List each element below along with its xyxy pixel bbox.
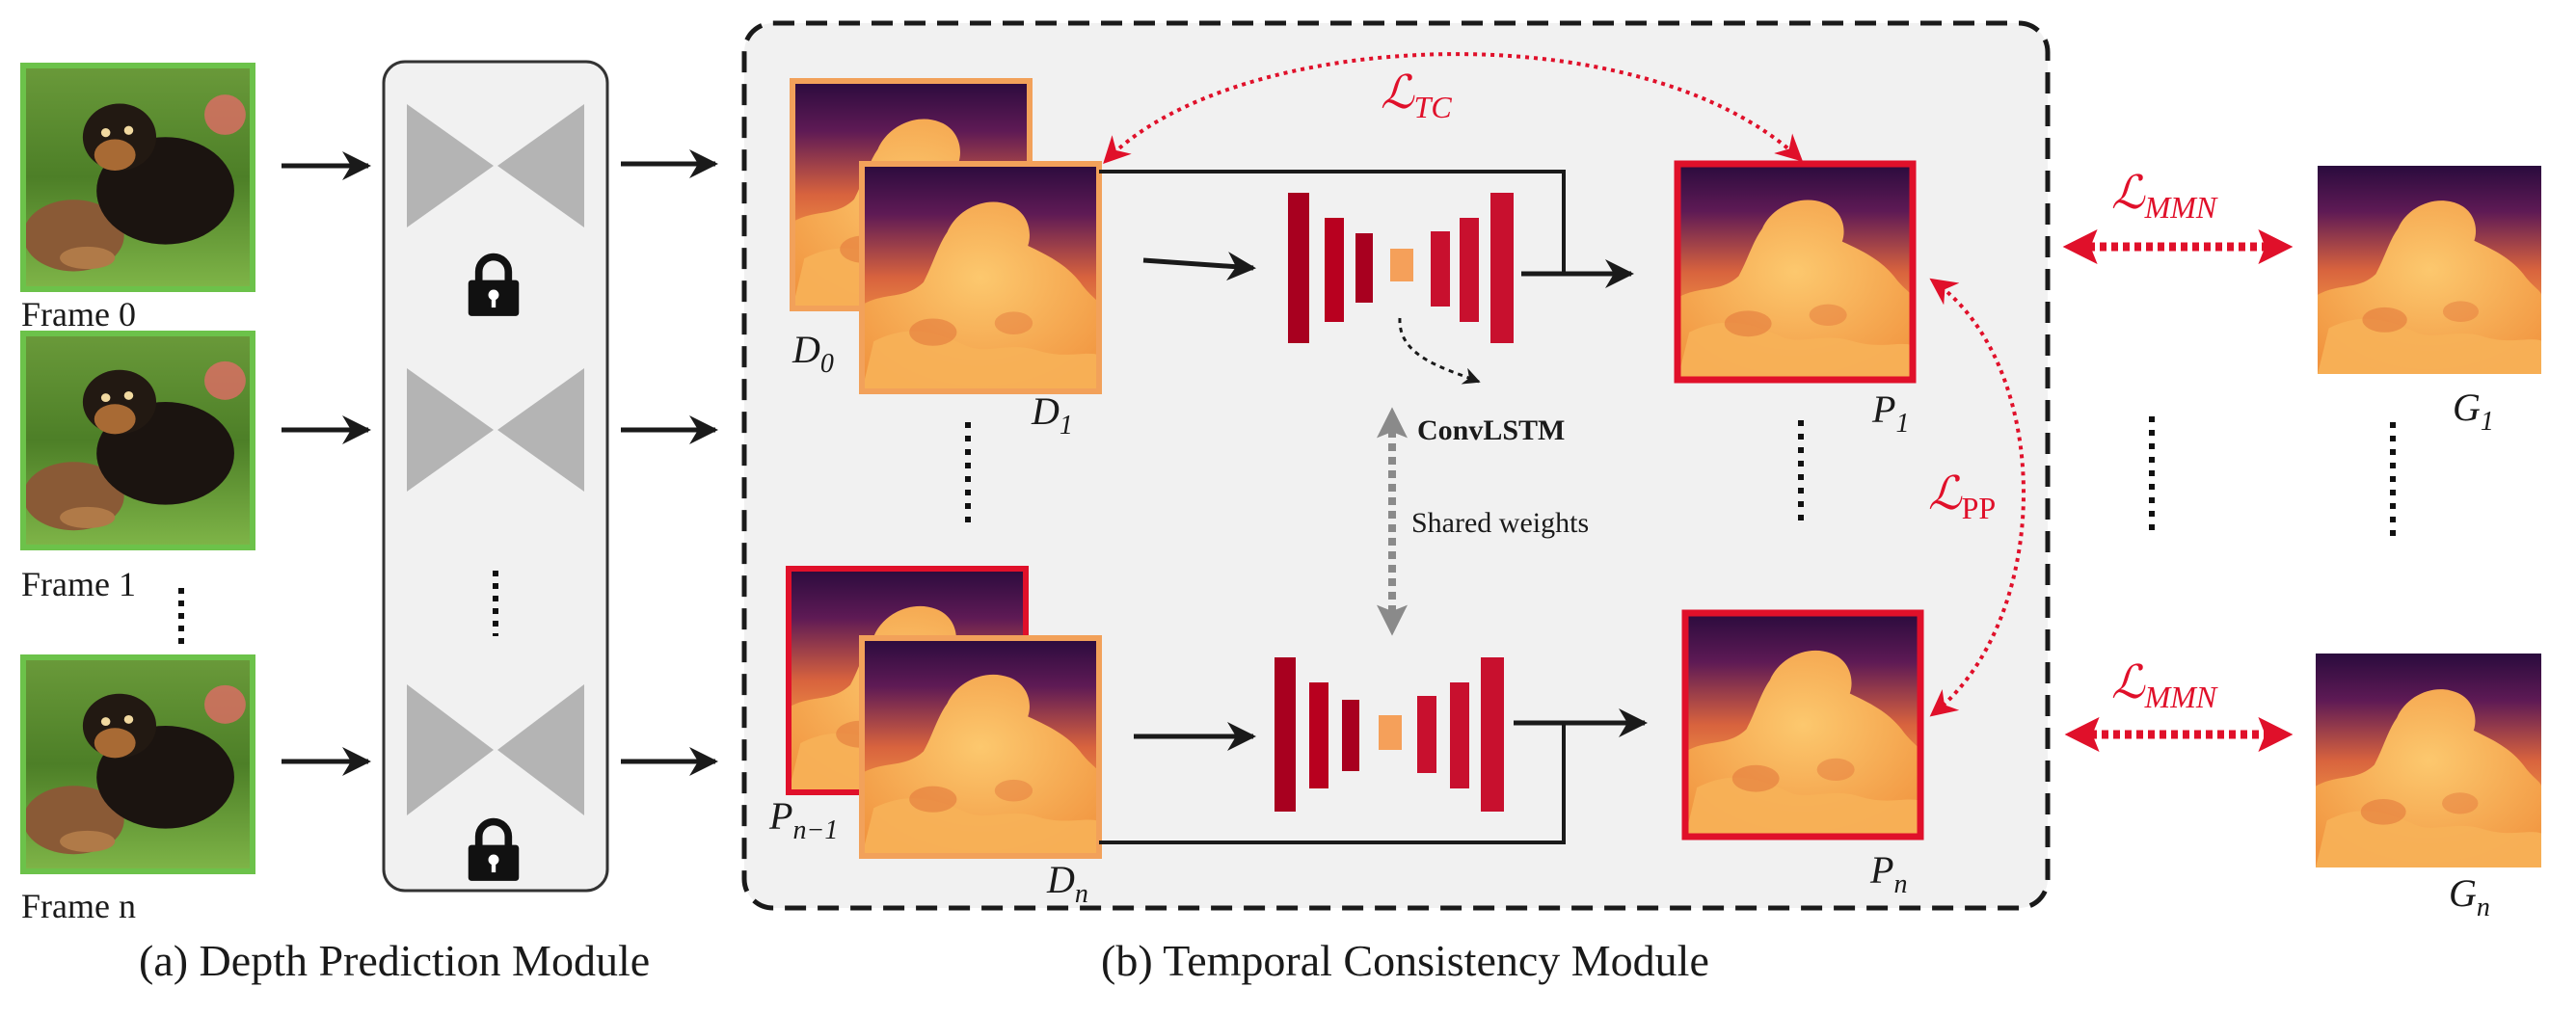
loss-mmn-top-label: ℒMMN (2111, 168, 2218, 225)
loss-tc-arrow (1103, 52, 1804, 165)
arrow-inputs-to-net-top (1142, 252, 1256, 281)
depth-dn (859, 635, 1102, 859)
frame-n-label: Frame n (21, 887, 136, 925)
label-dn: Dn (1046, 858, 1088, 909)
ground-truth-g1 (2318, 166, 2541, 374)
convlstm-label: ConvLSTM (1417, 414, 1565, 446)
pred-pn (1681, 609, 1924, 841)
label-d0: D0 (792, 328, 834, 379)
convlstm-network-bottom (1275, 657, 1504, 812)
bowtie-encoder-1 (407, 368, 584, 492)
loss-mmn-bottom-label: ℒMMN (2111, 657, 2218, 714)
label-d1: D1 (1031, 389, 1073, 440)
pred-p1 (1674, 160, 1917, 384)
label-p1: P1 (1871, 387, 1909, 439)
label-g1: G1 (2453, 386, 2494, 437)
caption-temporal-module: (b) Temporal Consistency Module (1101, 936, 1709, 985)
frame-0-label: Frame 0 (21, 295, 136, 334)
loss-pp-label: ℒPP (1928, 468, 1996, 525)
depth-d1 (859, 161, 1102, 394)
convlstm-network-top (1288, 193, 1514, 343)
bowtie-encoder-0 (407, 104, 584, 227)
frame-1 (20, 331, 255, 550)
depth-network-panel (382, 60, 609, 893)
caption-depth-module: (a) Depth Prediction Module (139, 936, 650, 985)
convlstm-pointer (1398, 317, 1481, 385)
label-pn-minus-1: Pn−1 (768, 794, 838, 845)
skip-connection-top (1099, 170, 1566, 274)
frame-0 (20, 63, 255, 292)
bowtie-encoder-n (407, 684, 584, 815)
loss-tc-label: ℒTC (1381, 67, 1452, 124)
ground-truth-gn (2316, 654, 2541, 867)
label-pn: Pn (1869, 848, 1907, 899)
shared-weights-label: Shared weights (1411, 507, 1589, 539)
frame-n (20, 654, 255, 874)
label-gn: Gn (2449, 871, 2490, 922)
skip-connection-bottom (1099, 723, 1566, 844)
loss-pp-arrow (1929, 278, 2026, 717)
frame-1-label: Frame 1 (21, 565, 136, 603)
